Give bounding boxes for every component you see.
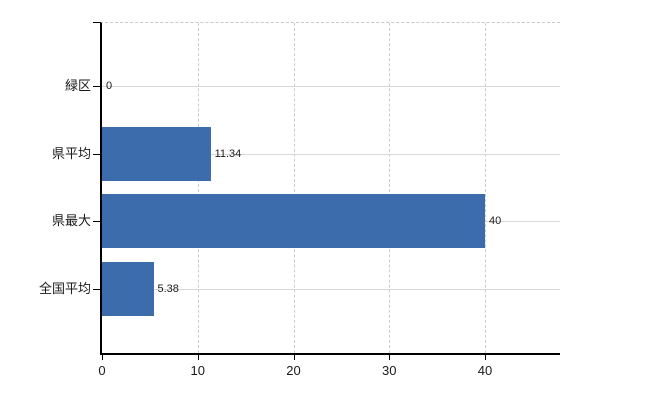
bar-value-label: 0 (106, 80, 113, 93)
x-axis-tick-label: 10 (190, 363, 205, 378)
y-axis-tick (93, 288, 101, 290)
x-axis-tick-label: 30 (382, 363, 397, 378)
category-label: 県平均 (51, 145, 91, 161)
bar-value-label: 5.38 (157, 282, 179, 295)
x-axis-tick (389, 354, 391, 360)
y-axis-tick (93, 86, 101, 88)
x-axis-tick-label: 0 (98, 363, 106, 378)
x-axis-tick (102, 354, 103, 360)
y-axis-top-tick (93, 22, 101, 23)
x-axis-tick (197, 354, 199, 360)
horizontal-gridline (102, 86, 560, 88)
category-label: 県最大 (51, 213, 91, 229)
x-axis-tick (293, 354, 295, 360)
vertical-gridline (197, 23, 199, 353)
x-axis-tick-label: 40 (477, 363, 493, 378)
vertical-gridline (485, 23, 486, 353)
bar-value-label: 40 (489, 215, 502, 228)
x-axis-tick-label: 20 (286, 363, 301, 378)
category-label: 全国平均 (38, 280, 91, 296)
x-axis-tick (485, 354, 486, 360)
vertical-gridline (389, 23, 391, 353)
bar (102, 194, 485, 249)
y-axis-tick (93, 153, 101, 155)
bar-value-label: 11.34 (214, 147, 242, 160)
horizontal-gridline (102, 288, 560, 290)
category-label: 緑区 (64, 78, 91, 94)
bar (102, 126, 211, 181)
horizontal-gridline (102, 153, 560, 155)
y-axis-tick (93, 221, 101, 223)
vertical-gridline (293, 23, 295, 353)
plot-area: 0 10 20 30 40 緑区 0 県平均 11.34 県最大 40 全国平均 5.38 (39, 22, 560, 378)
bar (102, 261, 154, 316)
